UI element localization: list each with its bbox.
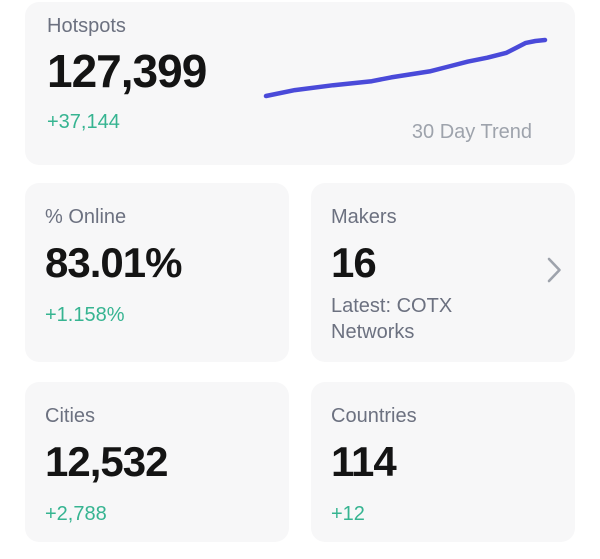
countries-title: Countries bbox=[331, 405, 417, 427]
cities-delta: +2,788 bbox=[45, 503, 107, 525]
online-title: % Online bbox=[45, 206, 127, 228]
cities-title: Cities bbox=[45, 405, 96, 427]
hotspots-card: Hotspots 127,399 +37,144 30 Day Trend bbox=[25, 2, 575, 165]
makers-latest-subtitle: Latest: COTX Networks bbox=[331, 295, 453, 343]
hotspots-title: Hotspots bbox=[47, 15, 126, 37]
countries-card: Countries 114 +12 bbox=[311, 382, 575, 542]
online-card: % Online 83.01% +1.158% bbox=[25, 183, 289, 362]
trend-line-chart bbox=[263, 37, 548, 99]
chevron-right-icon[interactable] bbox=[547, 257, 562, 283]
makers-value: 16 bbox=[331, 239, 377, 286]
hotspots-delta: +37,144 bbox=[47, 111, 120, 133]
online-value: 83.01% bbox=[45, 239, 182, 286]
cities-value: 12,532 bbox=[45, 438, 168, 485]
hotspots-value: 127,399 bbox=[47, 45, 207, 97]
trend-line bbox=[263, 37, 548, 99]
makers-title: Makers bbox=[331, 206, 397, 228]
online-delta: +1.158% bbox=[45, 304, 125, 326]
makers-card[interactable]: Makers 16 Latest: COTX Networks bbox=[311, 183, 575, 362]
trend-label: 30 Day Trend bbox=[411, 121, 532, 143]
countries-value: 114 bbox=[331, 438, 397, 485]
countries-delta: +12 bbox=[331, 503, 365, 525]
cities-card: Cities 12,532 +2,788 bbox=[25, 382, 289, 542]
